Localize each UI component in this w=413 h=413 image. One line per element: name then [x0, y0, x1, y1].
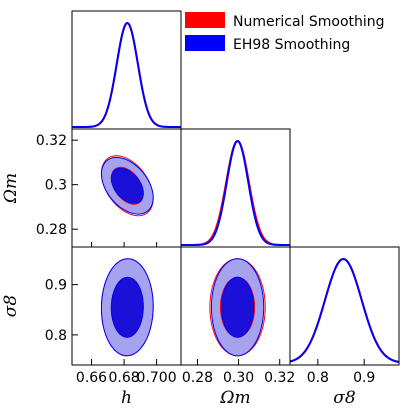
marginal-curve-sigma_8-numerical [289, 258, 400, 363]
x-axis-sigma_8: 0.8 0.9 σ8 [307, 359, 375, 408]
x-axis-label-h: h [121, 388, 132, 408]
marginal-curve-Omega_m-numerical [181, 139, 290, 246]
x-tick-label: 0.32 [264, 370, 295, 386]
legend: Numerical Smoothing EH98 Smoothing [185, 12, 385, 53]
y-tick-label: 0.3 [45, 178, 67, 194]
y-tick-label: 0.32 [36, 133, 67, 149]
contour-68-eh98 [110, 167, 144, 204]
contour-panel-Omega_m-sigma_8 [180, 246, 291, 366]
panel-frame [71, 10, 182, 130]
contour-panel-h-Omega_m [71, 128, 182, 248]
y-axis-sigma_8: 0.8 0.9 σ8 [1, 278, 78, 344]
y-tick-label: 0.28 [36, 222, 67, 238]
y-tick-label: 0.8 [45, 328, 67, 344]
x-axis-Omega_m: 0.28 0.30 0.32 Ωm [182, 359, 295, 408]
x-tick-label: 0.30 [223, 370, 254, 386]
x-axis-label-sigma_8: σ8 [333, 388, 356, 408]
x-tick-label: 0.66 [76, 370, 107, 386]
y-axis-Omega_m: 0.28 0.3 0.32 Ωm [1, 133, 78, 238]
panel-frame [289, 246, 400, 366]
legend-swatch-numerical [185, 12, 225, 28]
y-axis-label-Omega_m: Ωm [1, 173, 21, 204]
marginal-panel-Omega_m [180, 128, 291, 248]
contour-panel-h-sigma_8 [71, 246, 182, 366]
contour-95-numerical [209, 258, 266, 357]
legend-label-eh98: EH98 Smoothing [233, 37, 350, 53]
marginal-curve-Omega_m-eh98 [181, 139, 290, 246]
panel-frame [180, 128, 291, 248]
y-axis-label-sigma_8: σ8 [1, 295, 21, 318]
contour-68-eh98 [110, 276, 144, 338]
x-axis-label-Omega_m: Ωm [219, 388, 250, 408]
y-tick-label: 0.9 [45, 278, 67, 294]
marginal-curve-h-numerical [72, 21, 181, 128]
marginal-curve-sigma_8-eh98 [289, 258, 400, 363]
marginal-panel-h [71, 10, 182, 130]
marginal-curve-h-eh98 [72, 21, 181, 128]
panels-layer: 0.66 0.680.700 h 0.28 0.30 0.32 Ωm 0.8 0.9 σ8 0.28… [1, 10, 400, 408]
x-tick-label: 0.700 [137, 370, 177, 386]
x-tick-label: 0.9 [353, 370, 375, 386]
x-tick-label: 0.8 [307, 370, 329, 386]
panel-frame [180, 246, 291, 366]
x-tick-label: 0.28 [182, 370, 213, 386]
marginal-panel-sigma_8 [289, 246, 400, 366]
contour-68-eh98 [220, 276, 255, 338]
legend-swatch-eh98 [185, 35, 225, 51]
legend-label-numerical: Numerical Smoothing [233, 14, 385, 30]
x-axis-h: 0.66 0.680.700 h [76, 359, 177, 408]
x-tick-label: 0.68 [108, 370, 139, 386]
